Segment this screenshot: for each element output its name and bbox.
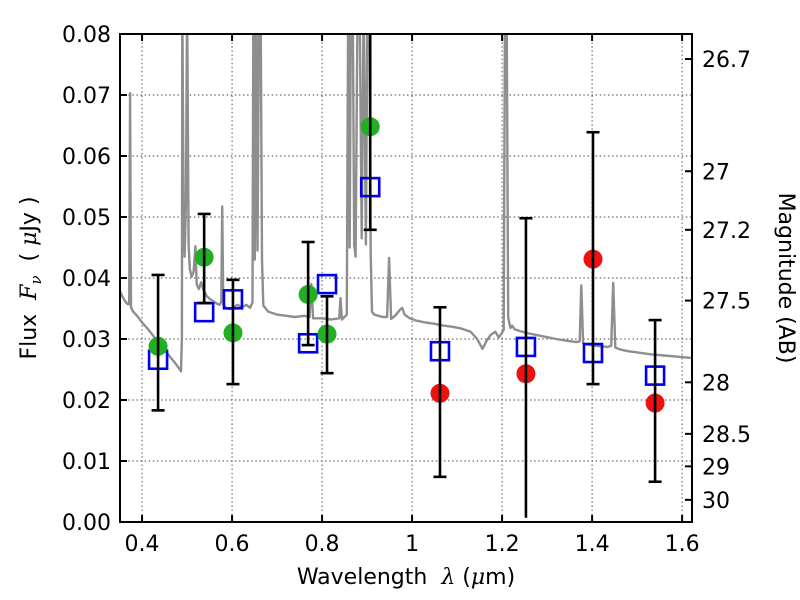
y-tick-label-right: 27.2 <box>702 219 751 244</box>
x-axis-label: Wavelength λ (μm) <box>297 565 515 590</box>
model-spectrum-line <box>120 34 692 373</box>
x-tick-label: 0.4 <box>125 532 160 557</box>
blue-open-square-photometry-point <box>316 273 338 295</box>
x-tick-label: 1.6 <box>665 532 700 557</box>
label-layer: Wavelength λ (μm) Flux Fν​ ( μJy ) Magni… <box>17 193 798 590</box>
plot-border <box>119 33 693 523</box>
x-tick-label: 1.4 <box>575 532 610 557</box>
blue-open-square-photometry-point <box>193 301 215 323</box>
y-axis-label-right: Magnitude (AB) <box>773 193 798 364</box>
y-tick-label-left: 0.06 <box>62 145 111 170</box>
y-tick-label-left: 0.00 <box>62 511 111 536</box>
y-tick-label-left: 0.03 <box>62 328 111 353</box>
y-tick-label-left: 0.05 <box>62 206 111 231</box>
y-tick-label-right: 29 <box>702 455 730 480</box>
y-tick-label-right: 26.7 <box>702 48 751 73</box>
data-layer <box>120 34 692 518</box>
y-tick-label-right: 28 <box>702 371 730 396</box>
x-tick-label: 0.6 <box>215 532 250 557</box>
y-tick-label-left: 0.02 <box>62 389 111 414</box>
y-tick-label-left: 0.04 <box>62 267 111 292</box>
grid-layer <box>120 34 692 522</box>
x-tick-label: 0.8 <box>305 532 340 557</box>
x-tick-label: 1.2 <box>485 532 520 557</box>
y-tick-label-left: 0.08 <box>62 23 111 48</box>
y-tick-label-right: 27 <box>702 160 730 185</box>
axes-layer: 0.4 0.6 0.8 1 1.2 1.4 1.6 0.00 0.01 0.02 0.03 0.04 0… <box>62 23 751 557</box>
y-tick-label-left: 0.07 <box>62 84 111 109</box>
y-tick-label-right: 30 <box>702 489 730 514</box>
y-tick-label-right: 27.5 <box>702 290 751 315</box>
y-axis-label-left: Flux Fν​ ( μJy ) <box>17 196 45 359</box>
x-tick-label: 1 <box>405 532 419 557</box>
y-tick-label-left: 0.01 <box>62 450 111 475</box>
y-tick-label-right: 28.5 <box>702 423 751 448</box>
